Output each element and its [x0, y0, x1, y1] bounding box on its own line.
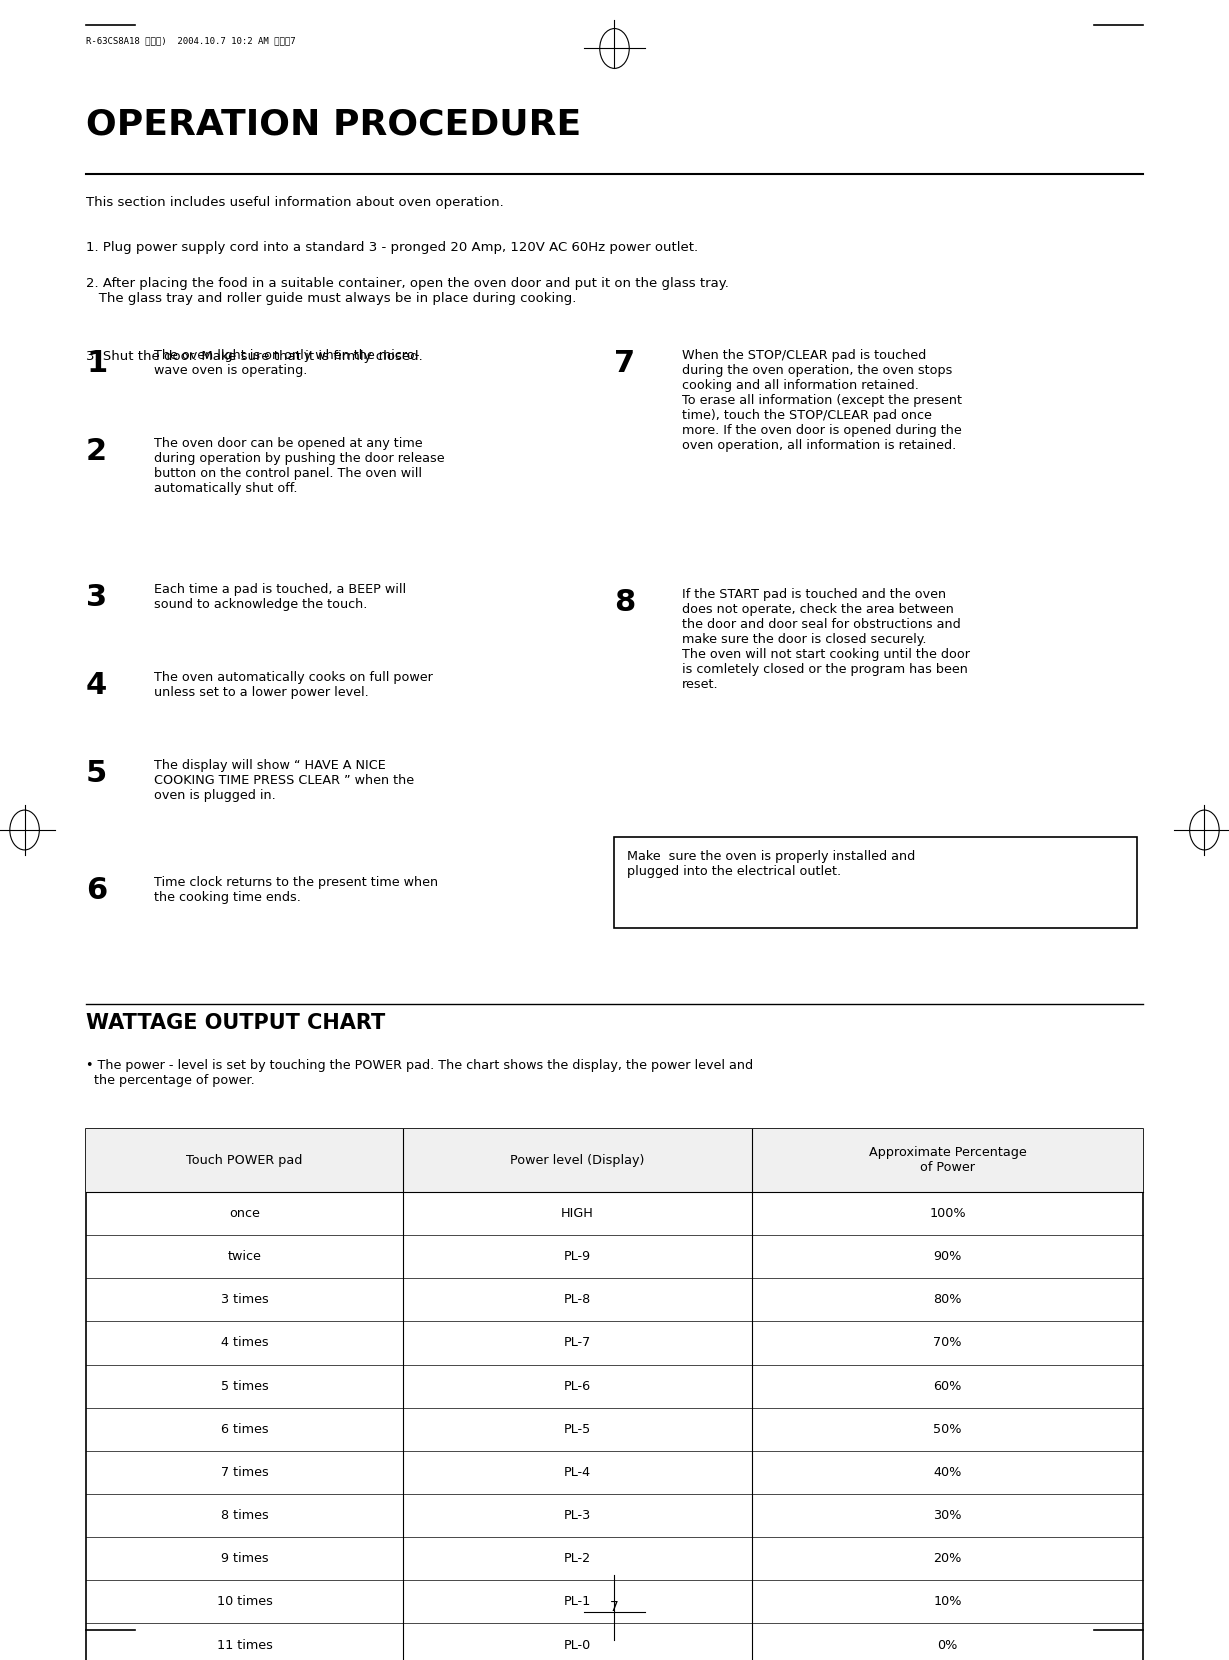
- Text: The oven door can be opened at any time
during operation by pushing the door rel: The oven door can be opened at any time …: [154, 437, 444, 495]
- Text: 30%: 30%: [933, 1509, 961, 1522]
- Text: When the STOP/CLEAR pad is touched
during the oven operation, the oven stops
coo: When the STOP/CLEAR pad is touched durin…: [682, 349, 962, 452]
- Text: 6: 6: [86, 876, 107, 905]
- Text: 7 times: 7 times: [221, 1466, 268, 1479]
- Text: 0%: 0%: [938, 1638, 957, 1652]
- Text: PL-6: PL-6: [564, 1379, 591, 1393]
- Text: PL-4: PL-4: [564, 1466, 591, 1479]
- Text: PL-2: PL-2: [564, 1552, 591, 1565]
- Bar: [86, 1129, 1143, 1192]
- Text: 9 times: 9 times: [221, 1552, 268, 1565]
- Text: Touch POWER pad: Touch POWER pad: [187, 1154, 302, 1167]
- Text: 7: 7: [614, 349, 635, 377]
- Text: 4: 4: [86, 671, 107, 699]
- Text: If the START pad is touched and the oven
does not operate, check the area betwee: If the START pad is touched and the oven…: [682, 589, 970, 692]
- Text: The oven automatically cooks on full power
unless set to a lower power level.: The oven automatically cooks on full pow…: [154, 671, 433, 699]
- Text: 8 times: 8 times: [221, 1509, 268, 1522]
- Text: 3 times: 3 times: [221, 1293, 268, 1306]
- Text: 10%: 10%: [933, 1595, 961, 1609]
- Text: R-63CS8A18 영기분)  2004.10.7 10:2 AM 페이짇7: R-63CS8A18 영기분) 2004.10.7 10:2 AM 페이짇7: [86, 37, 296, 45]
- Text: PL-1: PL-1: [564, 1595, 591, 1609]
- FancyBboxPatch shape: [614, 837, 1137, 928]
- Text: 80%: 80%: [933, 1293, 961, 1306]
- Text: 100%: 100%: [929, 1207, 966, 1220]
- Text: 5 times: 5 times: [221, 1379, 268, 1393]
- Text: once: once: [229, 1207, 261, 1220]
- Text: 11 times: 11 times: [216, 1638, 273, 1652]
- Text: 8: 8: [614, 589, 635, 618]
- Text: PL-0: PL-0: [564, 1638, 591, 1652]
- Text: PL-8: PL-8: [564, 1293, 591, 1306]
- Text: 10 times: 10 times: [216, 1595, 273, 1609]
- Text: 2. After placing the food in a suitable container, open the oven door and put it: 2. After placing the food in a suitable …: [86, 277, 729, 305]
- Text: 50%: 50%: [933, 1423, 961, 1436]
- Text: PL-5: PL-5: [564, 1423, 591, 1436]
- Text: 1: 1: [86, 349, 107, 377]
- Text: 20%: 20%: [933, 1552, 961, 1565]
- Text: Approximate Percentage
of Power: Approximate Percentage of Power: [869, 1147, 1026, 1174]
- Text: twice: twice: [227, 1250, 262, 1263]
- Bar: [86, 1129, 1143, 1660]
- Text: 60%: 60%: [933, 1379, 961, 1393]
- Text: 3. Shut the door. Make sure that it is firmly closed.: 3. Shut the door. Make sure that it is f…: [86, 350, 423, 364]
- Text: 40%: 40%: [933, 1466, 961, 1479]
- Text: OPERATION PROCEDURE: OPERATION PROCEDURE: [86, 108, 581, 141]
- Text: PL-3: PL-3: [564, 1509, 591, 1522]
- Text: WATTAGE OUTPUT CHART: WATTAGE OUTPUT CHART: [86, 1013, 385, 1033]
- Text: The oven light is on only when the micro-
wave oven is operating.: The oven light is on only when the micro…: [154, 349, 419, 377]
- Text: PL-7: PL-7: [564, 1336, 591, 1350]
- Text: Power level (Display): Power level (Display): [510, 1154, 645, 1167]
- Text: 4 times: 4 times: [221, 1336, 268, 1350]
- Text: 5: 5: [86, 759, 107, 787]
- Text: 6 times: 6 times: [221, 1423, 268, 1436]
- Text: This section includes useful information about oven operation.: This section includes useful information…: [86, 196, 504, 209]
- Text: 2: 2: [86, 437, 107, 465]
- Text: Time clock returns to the present time when
the cooking time ends.: Time clock returns to the present time w…: [154, 876, 438, 903]
- Text: 1. Plug power supply cord into a standard 3 - pronged 20 Amp, 120V AC 60Hz power: 1. Plug power supply cord into a standar…: [86, 241, 698, 254]
- Text: Make  sure the oven is properly installed and
plugged into the electrical outlet: Make sure the oven is properly installed…: [627, 850, 916, 878]
- Text: 70%: 70%: [933, 1336, 961, 1350]
- Text: • The power - level is set by touching the POWER pad. The chart shows the displa: • The power - level is set by touching t…: [86, 1059, 753, 1087]
- Text: Each time a pad is touched, a BEEP will
sound to acknowledge the touch.: Each time a pad is touched, a BEEP will …: [154, 583, 406, 611]
- Text: HIGH: HIGH: [562, 1207, 594, 1220]
- Text: 7: 7: [610, 1600, 619, 1614]
- Text: The display will show “ HAVE A NICE
COOKING TIME PRESS CLEAR ” when the
oven is : The display will show “ HAVE A NICE COOK…: [154, 759, 414, 802]
- Text: PL-9: PL-9: [564, 1250, 591, 1263]
- Text: 3: 3: [86, 583, 107, 611]
- Text: 90%: 90%: [933, 1250, 961, 1263]
